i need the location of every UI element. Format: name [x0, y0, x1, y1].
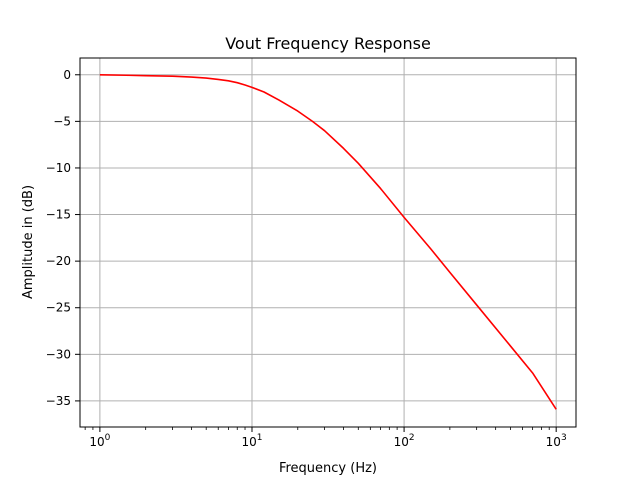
plot-frame — [79, 57, 577, 428]
y-tick-label: 0 — [63, 68, 71, 82]
y-tick-label: −30 — [46, 347, 71, 361]
y-tick-label: −10 — [46, 161, 71, 175]
x-axis-label: Frequency (Hz) — [279, 461, 377, 476]
y-axis-label: Amplitude in (dB) — [21, 185, 36, 299]
x-tick-label: 102 — [394, 433, 415, 449]
y-tick-label: −20 — [46, 254, 71, 268]
x-tick-label: 103 — [546, 433, 567, 449]
x-minor-ticks — [84, 427, 550, 430]
chart-title: Vout Frequency Response — [225, 34, 431, 53]
x-tick-label: 101 — [241, 433, 262, 449]
y-tick-label: −15 — [46, 208, 71, 222]
grid-lines — [80, 58, 576, 427]
x-tick-label: 100 — [89, 433, 110, 449]
plot-series — [99, 73, 557, 410]
y-tick-label: −25 — [46, 301, 71, 315]
y-tick-label: −5 — [53, 114, 71, 128]
y-axis-ticks: 0 −5 −10 −15 −20 −25 −30 −35 — [46, 68, 80, 408]
x-axis-ticks: 100 101 102 103 — [89, 427, 567, 449]
y-tick-label: −35 — [46, 394, 71, 408]
response-curve — [99, 73, 557, 410]
